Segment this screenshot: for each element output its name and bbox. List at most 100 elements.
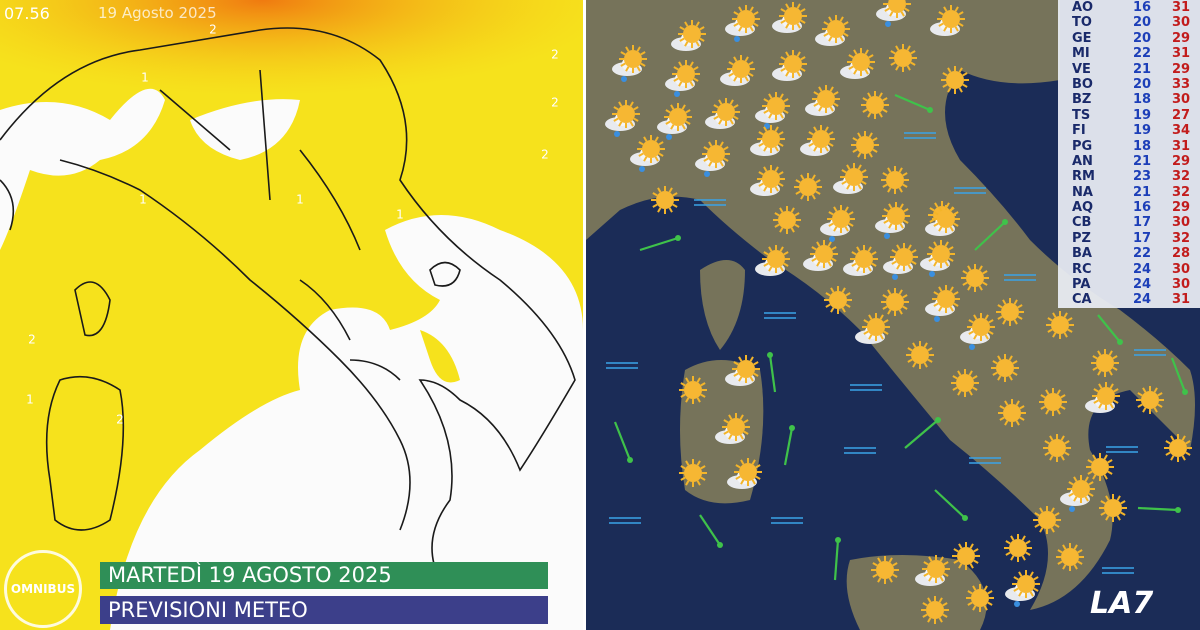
- min-temp: 21: [1132, 61, 1152, 77]
- sun-icon: [762, 245, 790, 273]
- sun-ray: [882, 294, 888, 299]
- sun-ray: [927, 358, 933, 363]
- table-row: PZ 17 32: [1058, 231, 1200, 246]
- max-temp: 29: [1171, 30, 1191, 46]
- sun-icon: [637, 135, 665, 163]
- sun-ray: [949, 206, 954, 212]
- min-temp: 23: [1132, 169, 1152, 185]
- sun-ray: [733, 76, 738, 82]
- sun-ray: [833, 102, 839, 107]
- wind-arrow-head: [962, 515, 968, 521]
- sun-ray: [713, 115, 719, 120]
- sun-ray: [748, 61, 754, 66]
- sun-ray: [1181, 455, 1186, 461]
- sun-ray: [972, 386, 978, 391]
- clock: 07.56: [4, 4, 50, 23]
- sun-ray: [739, 414, 744, 420]
- sun-ray: [828, 36, 833, 42]
- sun-ray: [912, 362, 917, 368]
- sun-ray: [907, 358, 913, 363]
- sun-ray: [972, 605, 977, 611]
- sun-ray: [738, 26, 743, 32]
- sun-ray: [795, 190, 801, 195]
- sun-ray: [780, 56, 786, 61]
- sun-disc: [927, 560, 945, 578]
- min-temp: 18: [1132, 138, 1152, 154]
- table-row: BZ 18 30: [1058, 92, 1200, 107]
- sun-ray: [898, 289, 903, 295]
- sun-ray: [1010, 555, 1015, 561]
- sun-ray: [972, 585, 977, 591]
- sun-ray: [1098, 403, 1103, 409]
- sun-ray: [1012, 371, 1018, 376]
- sun-ray: [868, 132, 873, 138]
- sun-ray: [629, 101, 634, 107]
- sun-ray: [740, 479, 745, 485]
- sun-ray: [928, 556, 933, 562]
- sun-ray: [808, 142, 814, 147]
- sun-icon: [732, 5, 760, 33]
- sun-ray: [1013, 576, 1019, 581]
- sun-disc: [996, 359, 1014, 377]
- sun-ray: [1116, 515, 1121, 521]
- sun-ray: [1015, 400, 1020, 406]
- sun-ray: [774, 146, 779, 152]
- sun-disc: [707, 145, 725, 163]
- table-row: RM 23 32: [1058, 169, 1200, 184]
- sun-ray: [887, 187, 892, 193]
- wind-arrow-head: [1117, 339, 1123, 345]
- wind-arrow: [904, 419, 939, 449]
- sun-ray: [1063, 332, 1068, 338]
- sun-icon: [922, 555, 950, 583]
- sun-ray: [902, 172, 908, 177]
- sun-ray: [1063, 312, 1068, 318]
- sun-ray: [892, 562, 898, 567]
- sun-ray: [640, 62, 646, 67]
- sun-ray: [1087, 459, 1093, 464]
- sun-ray: [863, 319, 869, 324]
- table-row: GE 20 29: [1058, 31, 1200, 46]
- sun-ray: [943, 6, 948, 12]
- city-code: PZ: [1072, 230, 1091, 246]
- sun-disc: [677, 65, 695, 83]
- sun-ray: [728, 434, 733, 440]
- sun-disc: [866, 96, 884, 114]
- sun-ray: [983, 585, 988, 591]
- broadcaster-logo: LA7: [1090, 586, 1154, 621]
- sun-icon: [951, 369, 979, 397]
- city-code: FI: [1072, 123, 1086, 139]
- sun-ray: [751, 459, 756, 465]
- sun-ray: [678, 81, 683, 87]
- sun-ray: [938, 11, 944, 16]
- sun-icon: [941, 66, 969, 94]
- sun-ray: [755, 475, 761, 480]
- sun-ray: [857, 132, 862, 138]
- temperature-table: AO 16 31 TO 20 30 GE 20 29 MI 22 31 VE 21 29 BO 20 33 BZ 18…: [1058, 0, 1200, 308]
- sun-ray: [700, 382, 706, 387]
- sun-disc: [972, 318, 990, 336]
- sun-ray: [613, 117, 619, 122]
- sun-ray: [943, 26, 948, 32]
- sun-ray: [774, 126, 779, 132]
- sun-ray: [1084, 476, 1089, 482]
- sun-ray: [851, 251, 857, 256]
- city-code: RC: [1072, 261, 1092, 277]
- sun-ray: [911, 249, 917, 254]
- sun-icon: [961, 264, 989, 292]
- wind-arrow-head: [789, 425, 795, 431]
- sun-ray: [848, 65, 854, 70]
- sun-ray: [680, 382, 686, 387]
- sun-ray: [938, 286, 943, 292]
- sun-ray: [657, 207, 662, 213]
- sun-icon: [861, 91, 889, 119]
- sun-ray: [848, 211, 854, 216]
- sun-ray: [953, 222, 959, 227]
- sun-ray: [841, 169, 847, 174]
- sun-ray: [831, 257, 837, 262]
- sun-ray: [1025, 551, 1031, 556]
- sun-ray: [728, 414, 733, 420]
- sun-ray: [907, 347, 913, 352]
- sun-ray: [740, 459, 745, 465]
- wind-arrow-head: [717, 542, 723, 548]
- sun-ray: [949, 286, 954, 292]
